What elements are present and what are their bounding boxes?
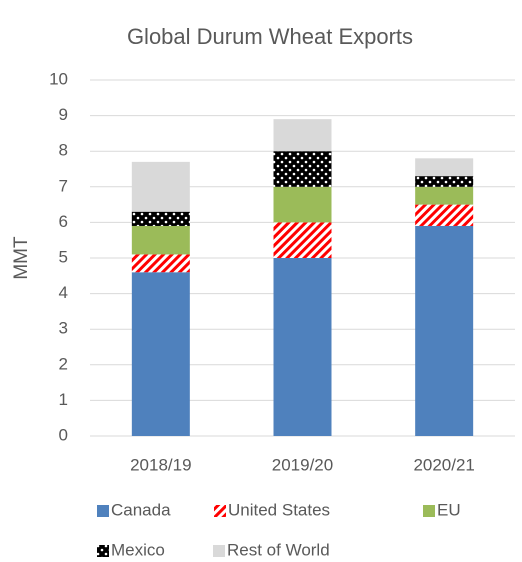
x-tick-label: 2019/20 [272, 455, 333, 474]
y-tick-label: 10 [49, 69, 68, 88]
bar-segment [131, 225, 190, 255]
bar-segment [131, 254, 190, 273]
x-tick-label: 2018/19 [130, 455, 191, 474]
y-axis-label: MMT [11, 236, 32, 280]
y-tick-label: 1 [59, 390, 68, 409]
legend-swatch [213, 545, 225, 557]
x-tick-label: 2020/21 [413, 455, 474, 474]
y-tick-label: 7 [59, 176, 68, 195]
bar-segment [273, 258, 332, 436]
bar-segment [415, 204, 474, 226]
y-tick-label: 9 [59, 105, 68, 124]
legend-swatch [423, 505, 435, 517]
bar-segment [415, 158, 474, 177]
bar-segment [273, 186, 332, 223]
y-tick-label: 6 [59, 212, 68, 231]
y-tick-label: 4 [59, 283, 68, 302]
y-tick-label: 3 [59, 319, 68, 338]
legend-swatch [214, 505, 226, 517]
chart-title: Global Durum Wheat Exports [127, 24, 413, 49]
bar-segment [131, 272, 190, 436]
legend-swatch [97, 505, 109, 517]
legend-swatch [97, 545, 109, 557]
bar-segment [131, 161, 190, 212]
legend-label: Rest of World [227, 540, 330, 559]
bar-segment [273, 222, 332, 258]
legend-label: United States [228, 500, 330, 519]
y-tick-label: 0 [59, 425, 68, 444]
legend-label: Mexico [111, 540, 165, 559]
bar-segment [273, 151, 332, 187]
y-tick-label: 2 [59, 354, 68, 373]
bar-segment [415, 225, 474, 436]
bar-segment [273, 119, 332, 152]
y-tick-label: 5 [59, 247, 68, 266]
bar-segment [415, 176, 474, 187]
bar-segment [131, 211, 190, 226]
legend-label: EU [437, 500, 461, 519]
y-tick-label: 8 [59, 141, 68, 160]
legend-label: Canada [111, 500, 171, 519]
bar-segment [415, 186, 474, 205]
